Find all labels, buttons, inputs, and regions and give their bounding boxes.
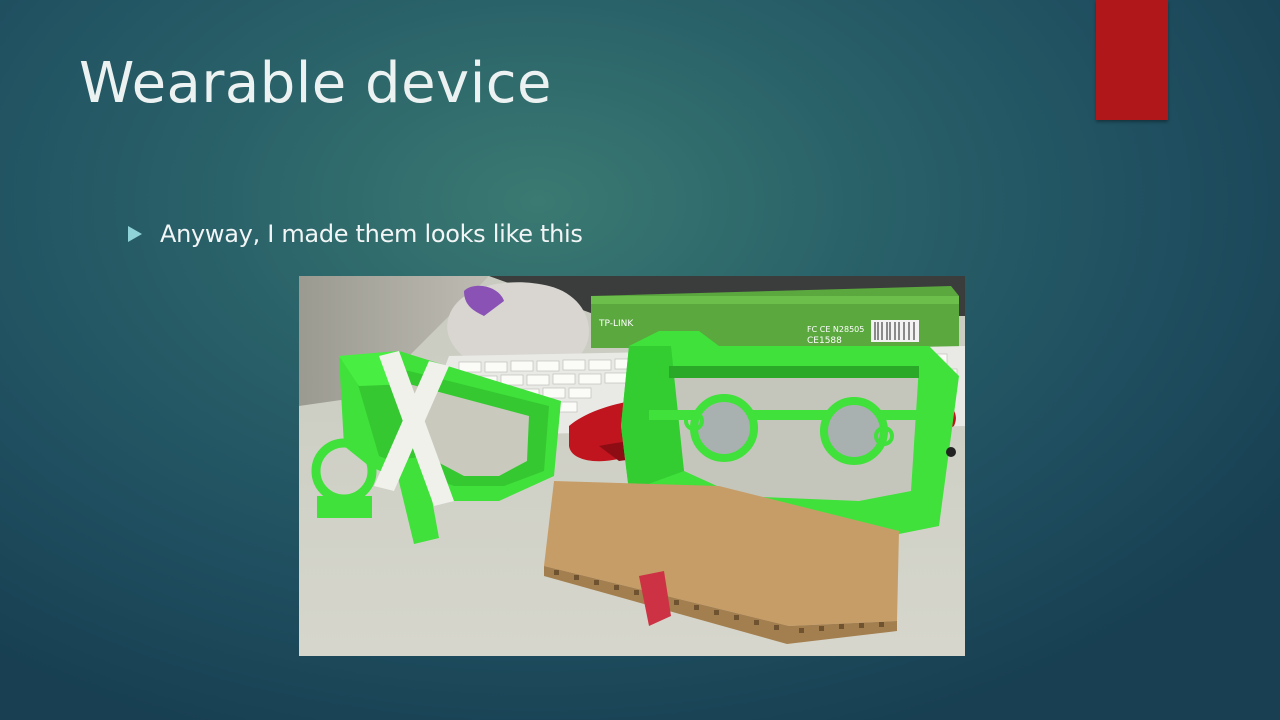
slide-photo: TP-LINK FC CE N28505 CE1588 [299,276,965,656]
photo-box-serial: CE1588 [807,336,842,346]
bullet-arrow-icon [128,226,142,242]
photo-purple-object [464,285,504,316]
slide-title: Wearable device [79,51,552,116]
photo-cardboard [544,481,899,644]
bullet-text: Anyway, I made them looks like this [160,220,583,248]
accent-bar [1096,0,1168,120]
photo-headset-right [621,331,959,536]
photo-headset-left [311,351,561,544]
bullet-item: Anyway, I made them looks like this [128,220,583,248]
photo-box-brand: TP-LINK [598,319,634,329]
photo-box-cert: FC CE N28505 [807,325,864,334]
